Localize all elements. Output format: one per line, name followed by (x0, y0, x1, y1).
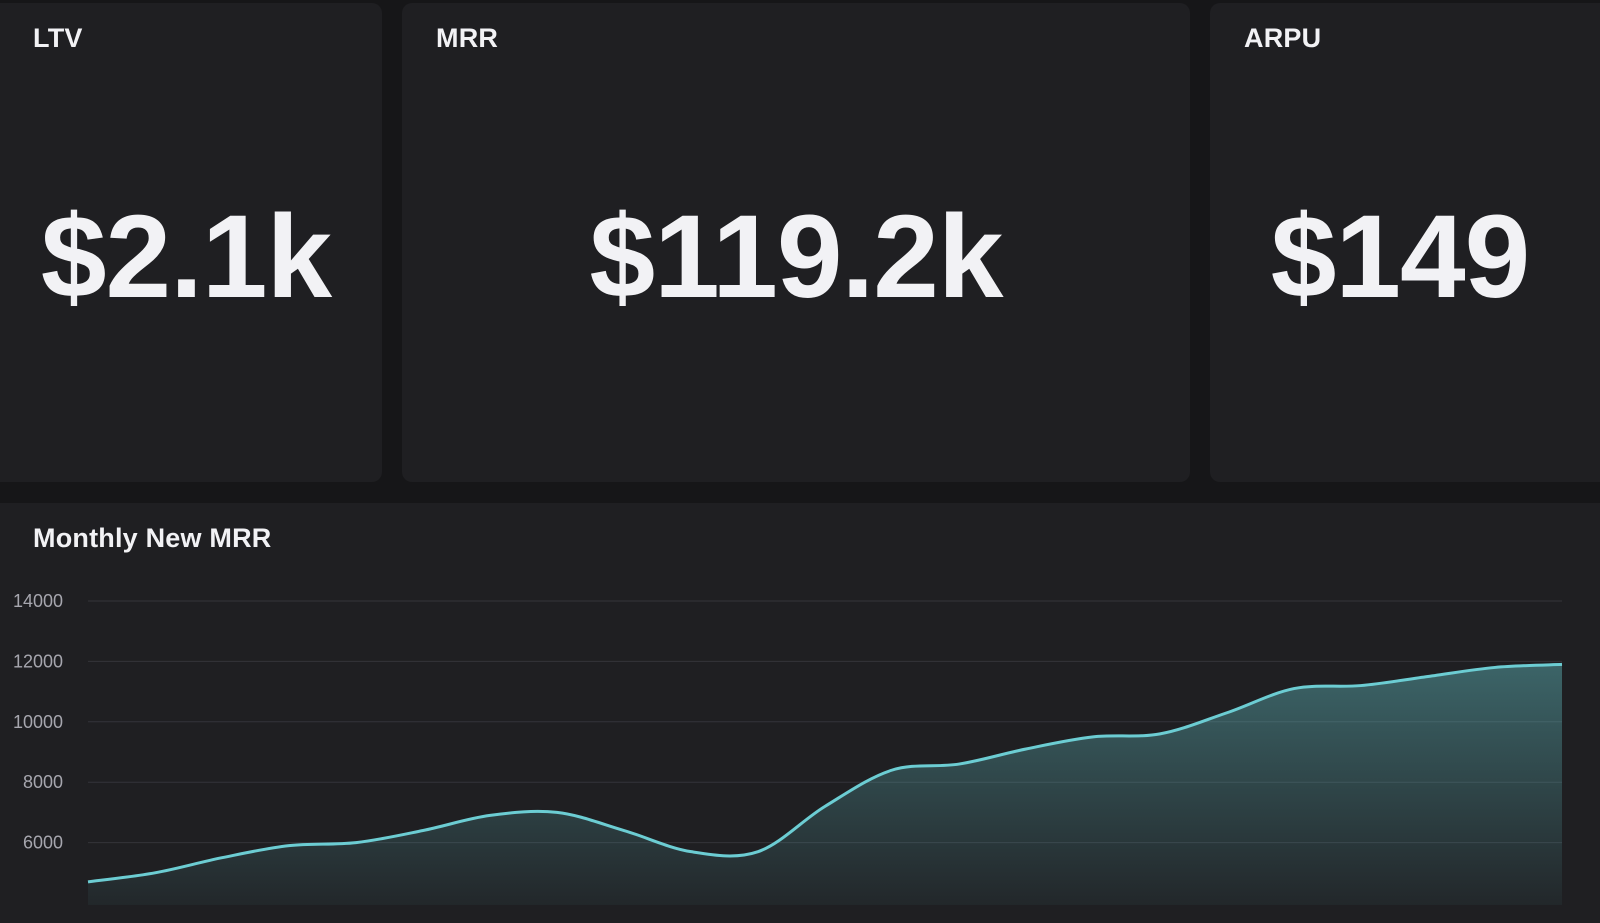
ltv-card: LTV $2.1k (0, 3, 382, 482)
y-tick-label: 6000 (23, 833, 63, 853)
mrr-title: MRR (436, 23, 498, 54)
y-tick-label: 12000 (13, 651, 63, 671)
arpu-title: ARPU (1244, 23, 1321, 54)
y-axis-ticks: 6000 8000 10000 12000 14000 (13, 591, 63, 853)
arpu-value: $149 (1210, 198, 1600, 316)
monthly-new-mrr-chart: 6000 8000 10000 12000 14000 (0, 503, 1600, 905)
y-tick-label: 8000 (23, 772, 63, 792)
mrr-card: MRR $119.2k (402, 3, 1190, 482)
area-fill (88, 664, 1562, 905)
ltv-title: LTV (33, 23, 83, 54)
arpu-card: ARPU $149 (1210, 3, 1600, 482)
mrr-value: $119.2k (402, 198, 1190, 316)
ltv-value: $2.1k (0, 198, 382, 316)
y-tick-label: 10000 (13, 712, 63, 732)
y-tick-label: 14000 (13, 591, 63, 611)
